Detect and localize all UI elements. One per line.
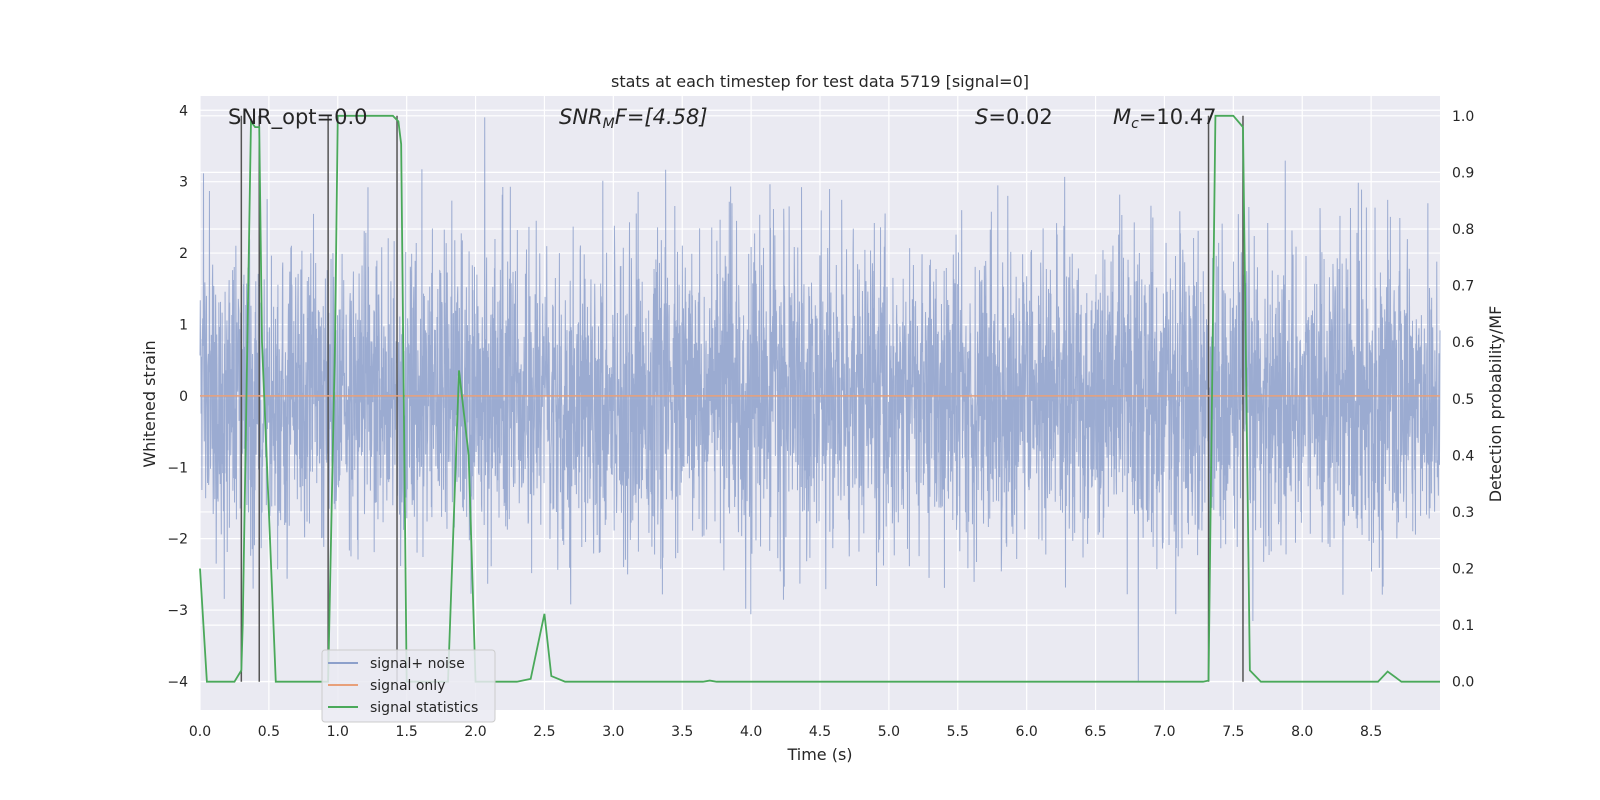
y-right-tick-label-1: 0.9 bbox=[1452, 165, 1474, 181]
noise-line bbox=[199, 117, 1441, 682]
x-tick-label-7: 3.5 bbox=[671, 724, 693, 740]
x-tick-label-15: 7.5 bbox=[1222, 724, 1244, 740]
y-right-tick-label-2: 0.8 bbox=[1452, 222, 1474, 238]
y-left-tick-label-3: 1 bbox=[179, 317, 188, 333]
chart-title: stats at each timestep for test data 571… bbox=[611, 72, 1029, 91]
y-left-tick-label-5: −1 bbox=[167, 460, 188, 476]
y-right-tick-label-8: 0.2 bbox=[1452, 562, 1474, 578]
x-tick-label-3: 1.5 bbox=[396, 724, 418, 740]
x-tick-label-8: 4.0 bbox=[740, 724, 762, 740]
annotation-mc: Mc=10.47 bbox=[1113, 105, 1217, 132]
legend-label-signal-statistics: signal statistics bbox=[370, 700, 478, 716]
y-left-tick-label-6: −2 bbox=[167, 532, 188, 548]
y-left-tick-label-8: −4 bbox=[167, 674, 188, 690]
y-left-tick-label-2: 2 bbox=[179, 246, 188, 262]
x-tick-label-14: 7.0 bbox=[1153, 724, 1175, 740]
series-signal-statistics bbox=[199, 114, 1440, 683]
x-tick-label-16: 8.0 bbox=[1291, 724, 1313, 740]
x-tick-label-5: 2.5 bbox=[533, 724, 555, 740]
x-tick-label-17: 8.5 bbox=[1360, 724, 1382, 740]
y-left-tick-label-0: 4 bbox=[179, 103, 188, 119]
vertical-markers bbox=[240, 115, 1244, 682]
legend: signal+ noise signal only signal statist… bbox=[321, 649, 496, 723]
annotation-snr-opt: SNR_opt=0.0 bbox=[228, 105, 368, 130]
y-left-tick-labels: 4 3 2 1 0 −1 −2 −3 −4 bbox=[167, 103, 188, 690]
x-tick-label-4: 2.0 bbox=[464, 724, 486, 740]
x-tick-label-9: 4.5 bbox=[809, 724, 831, 740]
x-tick-label-13: 6.5 bbox=[1084, 724, 1106, 740]
y-left-tick-label-1: 3 bbox=[179, 175, 188, 191]
annotation-snr-mf: SNRMF=[4.58] bbox=[559, 105, 708, 132]
y-axis-left-label: Whitened strain bbox=[140, 340, 159, 467]
y-right-tick-label-5: 0.5 bbox=[1452, 392, 1474, 408]
x-tick-label-2: 1.0 bbox=[327, 724, 349, 740]
y-left-tick-label-4: 0 bbox=[179, 389, 188, 405]
y-right-tick-label-3: 0.7 bbox=[1452, 279, 1474, 295]
x-tick-label-10: 5.0 bbox=[878, 724, 900, 740]
x-tick-label-1: 0.5 bbox=[258, 724, 280, 740]
y-right-tick-label-0: 1.0 bbox=[1452, 109, 1474, 125]
x-tick-label-6: 3.0 bbox=[602, 724, 624, 740]
legend-box bbox=[321, 649, 496, 723]
x-tick-labels: 0.0 0.5 1.0 1.5 2.0 2.5 3.0 3.5 4.0 4.5 5.0 5.5 6.0 6… bbox=[189, 724, 1382, 740]
y-right-tick-label-6: 0.4 bbox=[1452, 448, 1474, 464]
y-left-tick-label-7: −3 bbox=[167, 603, 188, 619]
y-right-tick-labels: 1.0 0.9 0.8 0.7 0.6 0.5 0.4 0.3 0.2 0.1 0.0 bbox=[1452, 109, 1474, 691]
legend-label-signal-noise: signal+ noise bbox=[370, 656, 465, 672]
y-right-tick-label-10: 0.0 bbox=[1452, 675, 1474, 691]
x-tick-label-11: 5.5 bbox=[947, 724, 969, 740]
x-axis-label: Time (s) bbox=[786, 745, 852, 764]
signal-statistics-line bbox=[199, 114, 1440, 683]
series-signal-noise bbox=[199, 117, 1441, 682]
y-axis-right-label: Detection probability/MF bbox=[1486, 306, 1505, 503]
y-right-tick-label-9: 0.1 bbox=[1452, 618, 1474, 634]
annotation-s: S=0.02 bbox=[975, 105, 1053, 129]
x-tick-label-12: 6.0 bbox=[1016, 724, 1038, 740]
y-right-tick-label-4: 0.6 bbox=[1452, 335, 1474, 351]
x-tick-label-0: 0.0 bbox=[189, 724, 211, 740]
legend-label-signal-only: signal only bbox=[370, 678, 445, 694]
y-right-tick-label-7: 0.3 bbox=[1452, 505, 1474, 521]
